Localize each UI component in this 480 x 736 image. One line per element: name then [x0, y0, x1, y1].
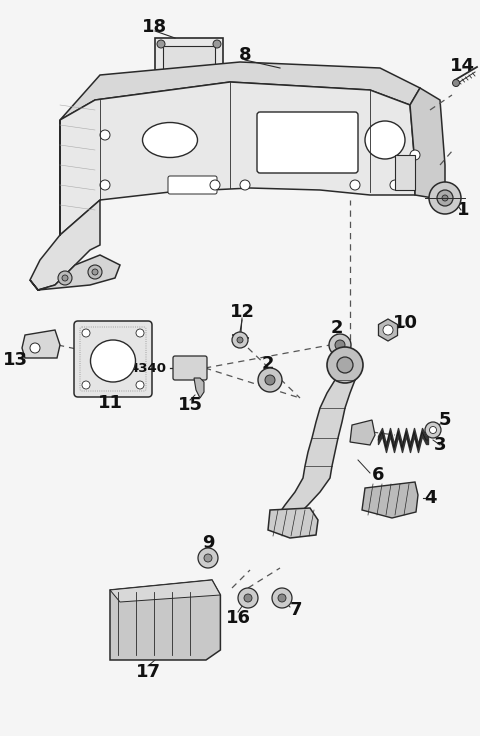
Text: 9: 9: [202, 534, 214, 552]
Polygon shape: [60, 82, 415, 235]
Circle shape: [278, 594, 286, 602]
Circle shape: [136, 329, 144, 337]
FancyBboxPatch shape: [74, 321, 152, 397]
Polygon shape: [378, 319, 397, 341]
Text: 8: 8: [239, 46, 252, 64]
Circle shape: [442, 195, 448, 201]
Text: 18: 18: [143, 18, 168, 36]
Text: 14: 14: [449, 57, 475, 75]
Circle shape: [210, 180, 220, 190]
Circle shape: [430, 426, 436, 434]
Text: 5: 5: [439, 411, 451, 429]
Text: 12: 12: [229, 303, 254, 321]
Bar: [395, 155, 415, 190]
Circle shape: [100, 180, 110, 190]
Text: 10: 10: [393, 314, 418, 332]
Circle shape: [82, 381, 90, 389]
Polygon shape: [22, 330, 60, 358]
Circle shape: [350, 180, 360, 190]
Circle shape: [272, 588, 292, 608]
Polygon shape: [278, 380, 355, 515]
Ellipse shape: [365, 121, 405, 159]
Text: 1: 1: [457, 201, 469, 219]
Circle shape: [383, 325, 393, 335]
Ellipse shape: [143, 122, 197, 158]
Text: 6: 6: [372, 466, 384, 484]
Polygon shape: [194, 378, 204, 398]
Polygon shape: [110, 580, 220, 660]
Polygon shape: [110, 580, 220, 602]
Circle shape: [337, 357, 353, 373]
Text: 16: 16: [226, 609, 251, 627]
Text: 4340: 4340: [130, 361, 167, 375]
Polygon shape: [350, 420, 375, 445]
FancyBboxPatch shape: [257, 112, 358, 173]
Circle shape: [92, 269, 98, 275]
Text: 11: 11: [97, 394, 122, 412]
Polygon shape: [410, 88, 445, 200]
Circle shape: [437, 190, 453, 206]
Polygon shape: [30, 255, 120, 290]
Text: 7: 7: [290, 601, 302, 619]
Circle shape: [157, 40, 165, 48]
Circle shape: [390, 180, 400, 190]
Circle shape: [327, 347, 363, 383]
Circle shape: [30, 343, 40, 353]
Circle shape: [258, 368, 282, 392]
Circle shape: [62, 275, 68, 281]
FancyBboxPatch shape: [168, 176, 217, 194]
Circle shape: [238, 588, 258, 608]
Circle shape: [240, 180, 250, 190]
Bar: [155, 38, 223, 88]
Polygon shape: [268, 508, 318, 538]
Circle shape: [410, 150, 420, 160]
Ellipse shape: [91, 340, 135, 382]
Circle shape: [213, 40, 221, 48]
Circle shape: [237, 337, 243, 343]
Text: 4: 4: [424, 489, 436, 507]
Circle shape: [453, 79, 459, 87]
Circle shape: [157, 78, 165, 86]
Circle shape: [265, 375, 275, 385]
Text: 3: 3: [434, 436, 446, 454]
Circle shape: [136, 381, 144, 389]
FancyBboxPatch shape: [173, 356, 207, 380]
Circle shape: [244, 594, 252, 602]
Polygon shape: [30, 120, 100, 290]
Circle shape: [213, 78, 221, 86]
Polygon shape: [362, 482, 418, 518]
Circle shape: [58, 271, 72, 285]
Circle shape: [429, 182, 461, 214]
Circle shape: [204, 554, 212, 562]
Text: 13: 13: [2, 351, 27, 369]
Text: 2: 2: [262, 355, 274, 373]
Bar: [163, 46, 215, 80]
Circle shape: [335, 340, 345, 350]
Circle shape: [329, 334, 351, 356]
Text: 15: 15: [178, 396, 203, 414]
Polygon shape: [60, 62, 420, 120]
Circle shape: [425, 422, 441, 438]
Circle shape: [232, 332, 248, 348]
Circle shape: [100, 130, 110, 140]
Circle shape: [88, 265, 102, 279]
Circle shape: [198, 548, 218, 568]
Circle shape: [82, 329, 90, 337]
Text: 2: 2: [331, 319, 343, 337]
Text: 17: 17: [135, 663, 160, 681]
